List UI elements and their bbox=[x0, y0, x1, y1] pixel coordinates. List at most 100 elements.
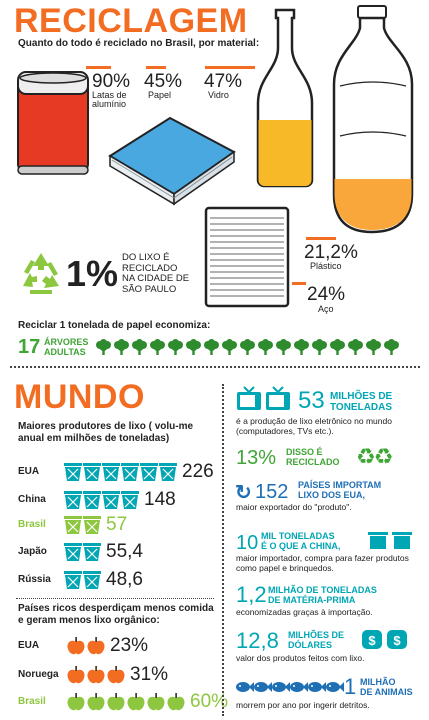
fruit-icon bbox=[127, 693, 145, 711]
dollars-title: MILHÕES DE DÓLARES bbox=[288, 630, 344, 650]
tree-icon bbox=[150, 339, 165, 355]
producer-value: 55,4 bbox=[106, 541, 143, 562]
trash-bin-icon bbox=[64, 571, 82, 589]
ewaste-title-2: TONELADAS bbox=[330, 402, 393, 413]
china-text: maior importador, compra para fazer prod… bbox=[236, 553, 409, 573]
plastic-value: 21,2% bbox=[304, 242, 358, 263]
tree-icon bbox=[114, 339, 129, 355]
organic-country: Noruega bbox=[18, 669, 59, 680]
ewaste-title-1: MILHÕES DE bbox=[330, 391, 393, 402]
china-line-1: MIL TONELADAS bbox=[261, 531, 335, 541]
tree-icon bbox=[96, 339, 111, 355]
raw-line-1: MILHÃO DE TONELADAS bbox=[268, 585, 377, 595]
china-title: MIL TONELADAS É O QUE A CHINA, bbox=[261, 531, 340, 551]
producer-country: Brasil bbox=[18, 519, 46, 530]
fruit-icon bbox=[107, 693, 125, 711]
fish-icon bbox=[236, 682, 254, 692]
import-line-1: PAÍSES IMPORTAM bbox=[298, 480, 382, 490]
tree-icon bbox=[366, 339, 381, 355]
raw-title: MILHÃO DE TONELADAS DE MATÉRIA-PRIMA bbox=[268, 585, 377, 605]
tree-row bbox=[95, 339, 425, 361]
fruit-icon bbox=[147, 693, 165, 711]
recycle-icon bbox=[23, 253, 59, 294]
fruit-icon bbox=[67, 666, 85, 684]
sp-line-1: DO LIXO É bbox=[122, 252, 170, 263]
trees-line-2: ADULTAS bbox=[44, 346, 86, 357]
china-line-2: É O QUE A CHINA, bbox=[261, 541, 341, 551]
organic-value: 31% bbox=[130, 664, 169, 685]
fruit-icon bbox=[107, 666, 125, 684]
trash-bin-icon bbox=[83, 516, 101, 534]
tree-icon bbox=[384, 339, 399, 355]
glass-value: 47% bbox=[204, 71, 243, 92]
producer-value: 226 bbox=[182, 461, 214, 482]
producer-country: Rússia bbox=[18, 574, 51, 585]
raw-text: economizadas graças à importação. bbox=[236, 607, 373, 617]
trash-bin-icon bbox=[83, 463, 101, 481]
producers-title: Maiores produtores de lixo ( volu-me anu… bbox=[18, 421, 194, 444]
ewaste-text: é a produção de lixo eletrônico no mundo… bbox=[236, 416, 392, 436]
organic-title: Países ricos desperdiçam menos comida e … bbox=[18, 603, 214, 626]
trash-bin-icon bbox=[64, 516, 82, 534]
fish-icon bbox=[290, 682, 308, 692]
svg-text:$: $ bbox=[393, 633, 401, 648]
fruit-icon bbox=[67, 693, 85, 711]
trash-bin-icon bbox=[102, 463, 120, 481]
tree-icon bbox=[330, 339, 345, 355]
sp-line-3: NA CIDADE DE bbox=[122, 273, 190, 284]
column-divider bbox=[222, 384, 224, 716]
fish-icon bbox=[326, 682, 344, 692]
recycled-line-2: RECICLADO bbox=[286, 457, 340, 467]
producer-value: 148 bbox=[144, 489, 176, 510]
steel-label: Aço bbox=[318, 304, 334, 314]
organic-value: 23% bbox=[110, 635, 149, 656]
tree-icon bbox=[132, 339, 147, 355]
trash-bin-icon bbox=[64, 491, 82, 509]
fish-icons bbox=[236, 680, 344, 699]
fish-icon bbox=[272, 682, 290, 692]
tree-icon bbox=[168, 339, 183, 355]
producer-country: EUA bbox=[18, 466, 40, 477]
fish-icon bbox=[254, 682, 272, 692]
trees-line-1: ÁRVORES bbox=[44, 337, 89, 347]
tree-icon bbox=[348, 339, 363, 355]
paper-stack-illustration bbox=[108, 116, 236, 206]
tree-icon bbox=[258, 339, 273, 355]
refresh-icon: ↻ bbox=[235, 482, 252, 504]
trash-bin-icon bbox=[83, 571, 101, 589]
trees-value: 17 bbox=[18, 336, 41, 358]
dollars-value: 12,8 bbox=[236, 628, 279, 653]
trash-bin-icon bbox=[83, 543, 101, 561]
raw-line-2: DE MATÉRIA-PRIMA bbox=[268, 595, 356, 605]
plastic-label: Plástico bbox=[310, 261, 342, 271]
import-text: maior exportador do "produto". bbox=[236, 502, 352, 512]
import-title: PAÍSES IMPORTAM LIXO DOS EUA, bbox=[298, 480, 381, 500]
recycle-icons: ♻♻ bbox=[356, 444, 393, 469]
dollars-text: valor dos produtos feitos com lixo. bbox=[236, 653, 365, 663]
plastic-bottle-illustration bbox=[332, 5, 414, 234]
trash-bin-icon bbox=[64, 543, 82, 561]
trash-bin-icon bbox=[159, 463, 177, 481]
recycled-line-1: DISSO É bbox=[286, 447, 323, 457]
raw-value: 1,2 bbox=[236, 582, 267, 607]
paper-value: 45% bbox=[144, 71, 183, 92]
trash-bin-icon bbox=[121, 491, 139, 509]
china-value: 10 bbox=[236, 532, 259, 554]
glass-bottle-illustration bbox=[256, 8, 314, 188]
tree-icon bbox=[204, 339, 219, 355]
glass-label: Vidro bbox=[208, 90, 229, 100]
import-value: 152 bbox=[255, 481, 289, 503]
animals-line-2: DE ANIMAIS bbox=[360, 687, 413, 697]
animals-line-1: MILHÃO bbox=[360, 677, 396, 687]
sp-line-4: SÃO PAULO bbox=[122, 283, 177, 295]
aluminum-value: 90% bbox=[92, 71, 131, 92]
fruit-icon bbox=[67, 637, 85, 655]
trash-bin-icon bbox=[102, 491, 120, 509]
trash-bin-icon bbox=[140, 463, 158, 481]
aluminum-label: Latas de alumínio bbox=[92, 90, 127, 109]
producer-value: 57 bbox=[106, 514, 128, 535]
tree-icon bbox=[276, 339, 291, 355]
animals-text: morrem por ano por ingerir detritos. bbox=[236, 700, 370, 710]
producer-country: Japão bbox=[18, 546, 47, 557]
sp-value: 1% bbox=[66, 253, 119, 294]
